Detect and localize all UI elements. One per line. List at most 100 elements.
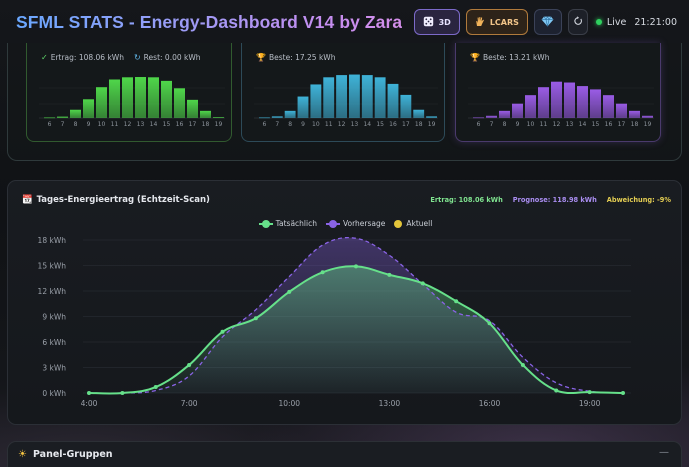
gem-button[interactable] [533, 9, 562, 35]
mini-tick-label: 6 [477, 121, 481, 128]
collapse-icon[interactable]: — [659, 447, 669, 458]
mini-bar [603, 95, 614, 118]
mini-bar-chart-beste-2: 6 7 8 9 10 11 12 13 14 15 16 17 18 19 [468, 81, 654, 128]
mini-tick-label: 6 [263, 121, 267, 128]
mini-bar [577, 86, 588, 118]
actual-point[interactable] [153, 385, 158, 390]
legend-forecast[interactable]: Vorhersage [325, 219, 385, 228]
legend-actual-marker [258, 219, 273, 228]
app-header: SFML STATS - Energy-Dashboard V14 by Zar… [0, 0, 689, 44]
mini-bar-chart-beste-1: 6 7 8 9 10 11 12 13 14 15 16 17 18 19 [254, 74, 438, 128]
mini-tick-label: 18 [631, 121, 639, 128]
actual-point[interactable] [287, 289, 292, 294]
dice-icon [423, 16, 434, 29]
clock: 21:21:00 [634, 16, 677, 28]
actual-point[interactable] [487, 321, 492, 326]
actual-point[interactable] [387, 272, 392, 277]
actual-point[interactable] [253, 316, 258, 321]
mini-tick-label: 10 [527, 121, 535, 128]
actual-point[interactable] [520, 362, 525, 367]
mini-tick-label: 10 [312, 121, 320, 128]
mini-tick-label: 19 [428, 121, 436, 128]
forecast-line [88, 236, 624, 394]
mini-chart-ertrag-label: ✓ Ertrag: 108.06 kWh [41, 53, 124, 62]
mini-bar [44, 117, 55, 119]
mini-tick-label: 11 [111, 121, 119, 128]
lcars-button[interactable]: LCARS [465, 9, 528, 35]
mini-tick-label: 16 [605, 121, 613, 128]
mini-tick-label: 16 [389, 121, 397, 128]
mini-bar [174, 88, 185, 118]
trophy-icon: 🏆 [470, 53, 480, 62]
mini-tick-label: 8 [288, 121, 292, 128]
header-controls: 3D LCARS Live 21:21:00 [413, 9, 677, 35]
mini-bar [374, 77, 386, 118]
refresh-icon [573, 15, 583, 29]
x-tick-label: 19:00 [579, 399, 601, 408]
actual-point[interactable] [420, 281, 425, 286]
mini-bar [642, 115, 653, 118]
mini-bar [629, 110, 640, 118]
mini-tick-label: 7 [490, 121, 494, 128]
actual-point[interactable] [454, 299, 459, 304]
mini-bar [361, 75, 373, 118]
beste-2-value: Beste: 13.21 kWh [482, 53, 550, 62]
actual-point[interactable] [220, 329, 225, 334]
actual-point[interactable] [120, 391, 125, 395]
mini-bar [323, 77, 335, 118]
mini-bar [387, 83, 399, 118]
mini-tick-label: 17 [402, 121, 410, 128]
toggle-3d-button[interactable]: 3D [413, 9, 460, 35]
y-tick-label: 18 kWh [38, 236, 67, 245]
refresh-button[interactable] [567, 9, 588, 35]
mini-bar-chart-ertrag: 6 7 8 9 10 11 12 13 14 15 16 17 18 19 [39, 77, 225, 128]
x-tick-label: 13:00 [379, 399, 401, 408]
mini-tick-label: 13 [137, 121, 145, 128]
mini-tick-label: 11 [540, 121, 548, 128]
mini-chart-ertrag: ✓ Ertrag: 108.06 kWh ↻ Rest: 0.00 kWh 6 7 8 9… [26, 43, 232, 142]
y-tick-label: 12 kWh [38, 287, 67, 296]
actual-point[interactable] [320, 270, 325, 275]
mini-bar [83, 99, 94, 118]
mini-bar [426, 116, 437, 118]
mini-tick-label: 15 [376, 121, 384, 128]
mini-tick-label: 12 [553, 121, 561, 128]
y-tick-label: 9 kWh [42, 313, 66, 322]
stat-ertrag: Ertrag: 108.06 kWh [430, 196, 503, 204]
actual-point[interactable] [187, 362, 192, 367]
mini-tick-label: 15 [592, 121, 600, 128]
actual-point[interactable] [554, 388, 559, 393]
check-icon: ✓ [41, 53, 48, 62]
actual-point[interactable] [621, 391, 625, 395]
mini-tick-label: 17 [618, 121, 626, 128]
legend-current[interactable]: Aktuell [394, 219, 432, 228]
mini-tick-label: 9 [516, 121, 520, 128]
calendar-icon: 📆 [22, 195, 33, 205]
card-stats: Ertrag: 108.06 kWh Prognose: 118.98 kWh … [430, 196, 671, 204]
actual-point[interactable] [87, 391, 91, 395]
mini-chart-beste-2-label: 🏆 Beste: 13.21 kWh [470, 53, 549, 62]
mini-tick-label: 14 [150, 121, 158, 128]
mini-bar [512, 103, 523, 118]
mini-tick-label: 19 [215, 121, 223, 128]
vulcan-hand-icon [475, 16, 485, 29]
mini-tick-label: 12 [338, 121, 346, 128]
panel-groups-header[interactable]: ☀ Panel-Gruppen — [7, 441, 682, 467]
mini-tick-label: 15 [163, 121, 171, 128]
mini-bar [499, 110, 510, 118]
live-status-dot [595, 19, 602, 25]
legend-actual[interactable]: Tatsächlich [258, 219, 317, 228]
mini-tick-label: 8 [503, 121, 507, 128]
mini-chart-rest-label: ↻ Rest: 0.00 kWh [134, 53, 201, 62]
actual-point[interactable] [354, 264, 358, 269]
mini-tick-label: 19 [644, 121, 652, 128]
mini-chart-beste-1-labels: 🏆 Beste: 17.25 kWh [256, 53, 335, 62]
mini-tick-label: 9 [87, 121, 91, 128]
x-tick-label: 7:00 [181, 399, 198, 408]
mini-bar [259, 117, 270, 119]
actual-point[interactable] [587, 390, 592, 395]
mini-bar [473, 117, 484, 119]
x-tick-label: 16:00 [479, 399, 501, 408]
y-tick-label: 3 kWh [42, 364, 66, 373]
mini-bar [349, 74, 360, 118]
